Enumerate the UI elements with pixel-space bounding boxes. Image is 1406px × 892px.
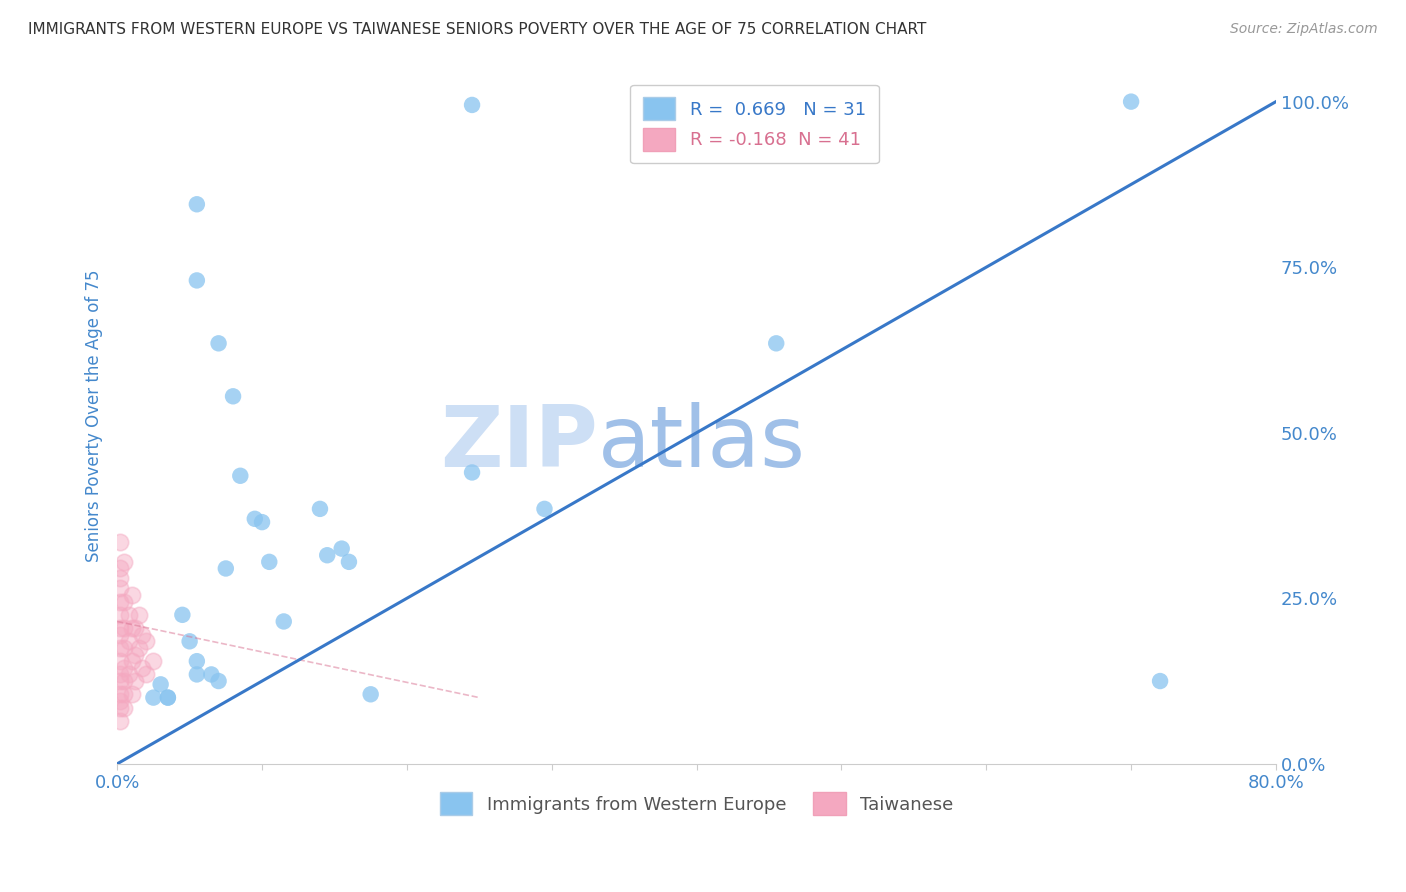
Point [273,615,295,629]
Point [360,687,382,701]
Point [124,674,146,689]
Point [114,594,136,608]
Point [121,588,143,602]
Point [108,571,131,585]
Point [229,468,252,483]
Text: IMMIGRANTS FROM WESTERN EUROPE VS TAIWANESE SENIORS POVERTY OVER THE AGE OF 75 C: IMMIGRANTS FROM WESTERN EUROPE VS TAIWAN… [28,22,927,37]
Point [108,594,131,608]
Point [461,98,484,112]
Point [765,336,787,351]
Point [108,628,131,642]
Point [108,640,131,655]
Point [207,674,229,689]
Y-axis label: Seniors Poverty Over the Age of 75: Seniors Poverty Over the Age of 75 [86,270,103,563]
Point [114,555,136,569]
Point [215,561,238,575]
Point [330,541,353,556]
Point [337,555,360,569]
Point [124,648,146,662]
Point [124,621,146,635]
Point [222,389,245,403]
Point [128,640,150,655]
Point [533,501,555,516]
Point [121,687,143,701]
Point [172,607,194,622]
Point [108,667,131,681]
Point [128,607,150,622]
Point [114,621,136,635]
Legend: Immigrants from Western Europe, Taiwanese: Immigrants from Western Europe, Taiwanes… [430,783,963,824]
Point [186,667,208,681]
Point [142,654,165,668]
Point [243,512,266,526]
Point [186,654,208,668]
Point [108,561,131,575]
Text: atlas: atlas [598,402,806,485]
Point [108,687,131,701]
Point [135,634,157,648]
Point [108,582,131,596]
Point [121,654,143,668]
Point [108,607,131,622]
Point [200,667,222,681]
Point [118,607,141,622]
Point [108,621,131,635]
Point [259,555,281,569]
Point [108,535,131,549]
Point [108,714,131,728]
Point [461,466,484,480]
Point [118,634,141,648]
Point [108,674,131,689]
Point [114,687,136,701]
Point [316,548,339,562]
Point [179,634,201,648]
Point [186,273,208,287]
Point [114,700,136,714]
Point [108,694,131,708]
Point [156,690,179,705]
Point [156,690,179,705]
Point [114,640,136,655]
Point [135,667,157,681]
Point [108,700,131,714]
Text: Source: ZipAtlas.com: Source: ZipAtlas.com [1230,22,1378,37]
Point [142,690,165,705]
Point [131,661,153,675]
Point [114,661,136,675]
Point [250,515,273,529]
Point [121,621,143,635]
Text: ZIP: ZIP [440,402,598,485]
Point [1149,674,1171,689]
Point [108,654,131,668]
Point [131,628,153,642]
Point [186,197,208,211]
Point [149,677,172,691]
Point [309,501,332,516]
Point [207,336,229,351]
Point [1119,95,1142,109]
Point [118,667,141,681]
Point [114,674,136,689]
